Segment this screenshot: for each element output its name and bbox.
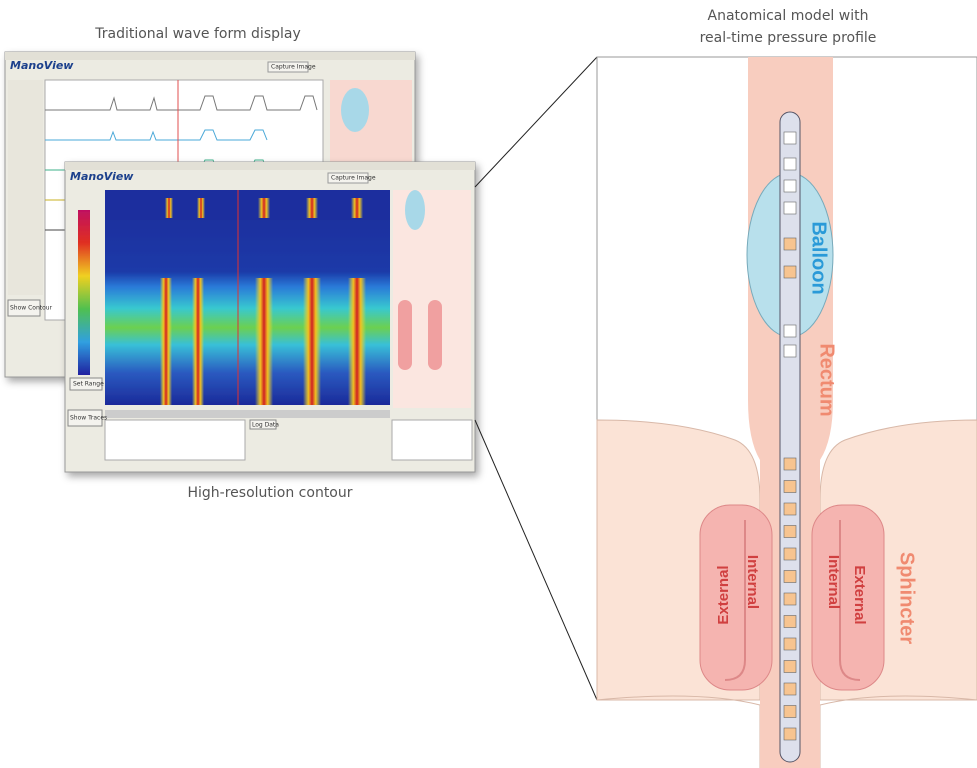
button-label: Show Contour <box>10 305 53 312</box>
caption: real-time pressure profile <box>700 30 877 46</box>
label: External <box>851 565 868 624</box>
sensor <box>783 592 797 606</box>
zoom-line <box>474 56 598 188</box>
sensor <box>783 547 797 561</box>
logo: ManoView <box>10 59 74 72</box>
sensor <box>783 660 797 673</box>
sensor <box>783 502 797 516</box>
zoom-line <box>474 419 598 701</box>
contour-window: Show Traces Set Range Log Data ManoView … <box>64 161 476 473</box>
sensor <box>783 201 797 215</box>
label: Balloon <box>808 221 830 294</box>
caption: Traditional wave form display <box>94 26 301 42</box>
button-label: Set Range <box>73 381 104 388</box>
label: Internal <box>744 555 761 609</box>
button-label: Show Traces <box>70 415 107 422</box>
sensor <box>783 727 797 741</box>
sensor <box>783 682 797 696</box>
sensor <box>783 131 797 145</box>
caption: High-resolution contour <box>188 485 353 501</box>
caption: Anatomical model with <box>708 8 869 24</box>
label: Sphincter <box>896 552 918 644</box>
sensor <box>783 570 797 583</box>
sensor <box>783 480 797 493</box>
button-label: Capture Image <box>331 175 376 182</box>
label: Internal <box>825 555 842 609</box>
label: External <box>715 565 732 624</box>
sensor <box>783 324 797 338</box>
logo: ManoView <box>70 170 134 183</box>
anatomy-model: Balloon Rectum Sphincter External Intern… <box>596 56 977 768</box>
sensor <box>783 157 797 171</box>
sensor <box>783 615 797 628</box>
sensor <box>783 525 797 538</box>
sensor <box>783 179 797 193</box>
sensor <box>783 637 797 651</box>
sensor <box>783 344 797 358</box>
button-label: Log Data <box>252 422 279 429</box>
sensor <box>783 237 797 251</box>
sensor <box>783 457 797 471</box>
sensor <box>783 265 797 279</box>
label: Rectum <box>816 343 838 416</box>
button-label: Capture Image <box>271 64 316 71</box>
sensor <box>783 705 797 718</box>
